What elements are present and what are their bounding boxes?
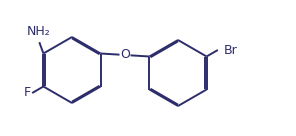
Text: F: F: [24, 86, 31, 100]
Text: Br: Br: [224, 44, 238, 56]
Text: NH₂: NH₂: [26, 25, 50, 38]
Text: O: O: [120, 49, 130, 61]
